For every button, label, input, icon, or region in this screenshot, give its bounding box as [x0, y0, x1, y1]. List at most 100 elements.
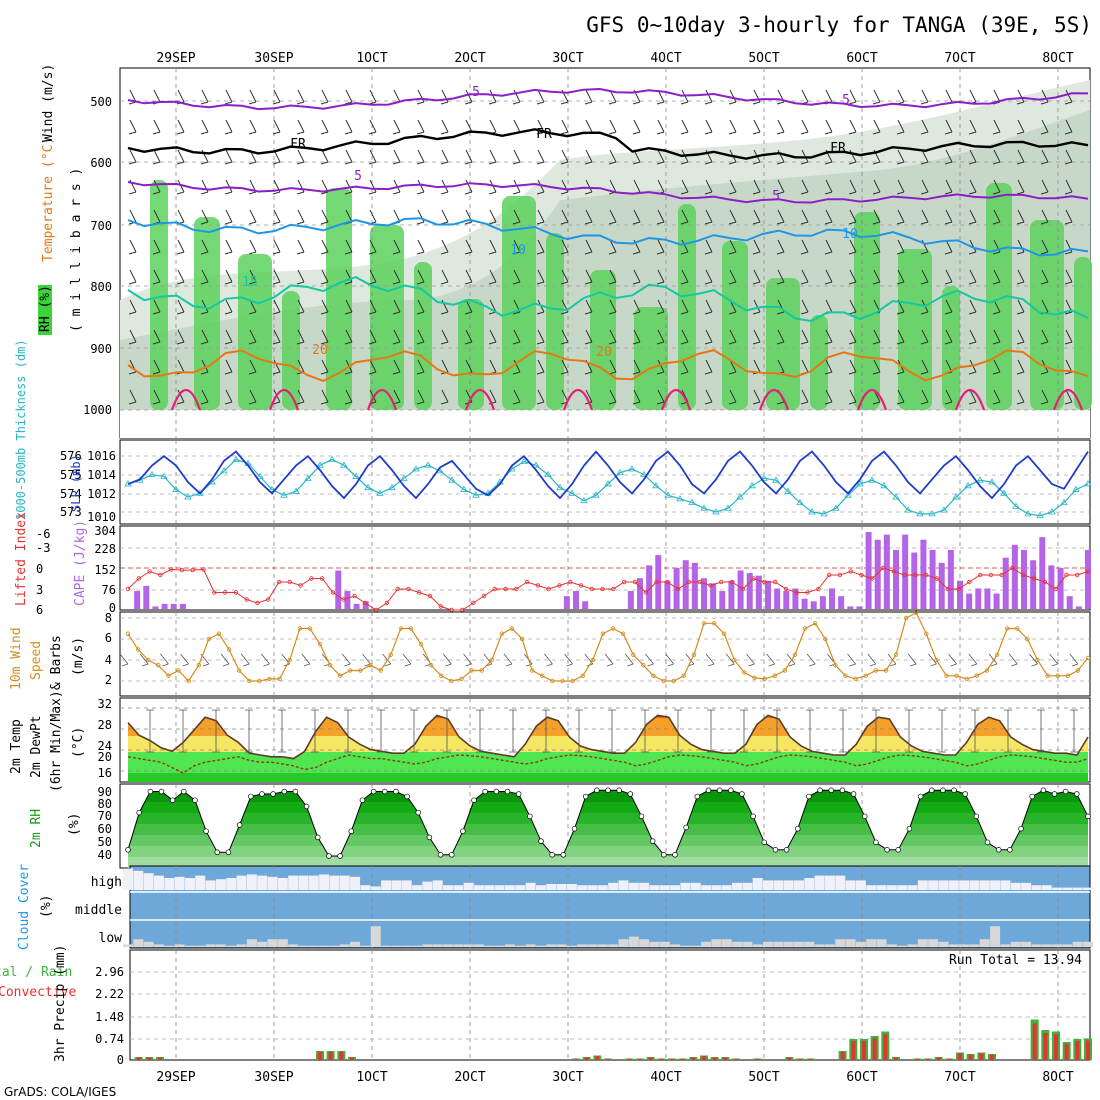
- li-marker: [481, 593, 487, 599]
- rh-marker: [761, 839, 768, 846]
- rh-marker: [828, 787, 835, 794]
- cloud-low-bar: [855, 941, 866, 947]
- bottom-date-label: 3OCT: [552, 1070, 583, 1085]
- cape-bar: [746, 573, 753, 609]
- cloud-low-bar: [969, 944, 980, 947]
- cape-bar: [984, 588, 991, 609]
- wind-barb: [728, 209, 737, 225]
- isotherm-labels: 5 5 5 5 FR FR FR 10 10 15 20 20: [242, 85, 858, 360]
- precip-convective-bar: [723, 1057, 728, 1060]
- li-marker: [1042, 579, 1048, 585]
- cloud-high-bar: [773, 880, 784, 890]
- wind-barb: [968, 329, 977, 345]
- li-marker: [341, 597, 346, 602]
- rh-panel: 90 80 70 60 50 40 2m RH (%): [29, 783, 1091, 869]
- rh-marker: [181, 788, 187, 795]
- precip-convective-bar: [638, 1058, 642, 1060]
- thickness-marker: [820, 510, 828, 517]
- top-date-label: 7OCT: [944, 51, 975, 66]
- wind-barb: [776, 119, 785, 135]
- wind-barb: [944, 299, 953, 315]
- precip-convective-bar: [808, 1058, 813, 1060]
- wind-barb: [416, 359, 425, 375]
- rh-marker: [381, 788, 388, 795]
- rh-tick: 90: [98, 785, 112, 799]
- wind-barb: [608, 239, 617, 255]
- cape-bar: [563, 596, 570, 609]
- wind-speed-marker: [772, 673, 777, 678]
- rh-marker: [214, 849, 221, 856]
- wind-barb: [824, 179, 833, 195]
- rh-shade-high: [238, 254, 272, 410]
- wind-barb: [728, 329, 737, 345]
- cloud-low-bar: [123, 944, 133, 947]
- cloud-low-bar: [432, 944, 443, 947]
- wind-barb: [824, 239, 833, 255]
- li-marker: [956, 586, 961, 592]
- slp-tick: 1010: [87, 510, 116, 524]
- isotherm-label: 15: [242, 275, 258, 290]
- surface-wind-barb: [968, 653, 978, 667]
- surface-wind-barb: [443, 653, 452, 667]
- wind-barb: [632, 119, 641, 135]
- wind-barb: [152, 299, 161, 315]
- precip-convective-bar: [1075, 1041, 1080, 1060]
- wind-barb: [512, 269, 521, 285]
- li-marker: [902, 572, 907, 578]
- surface-wind-barb: [1008, 653, 1018, 667]
- surface-wind-barb: [806, 653, 816, 667]
- temp-panel: 32 28 24 20 16 2m Temp 2m DewPt (6hr Min…: [9, 690, 1091, 792]
- cloud-low-bar: [783, 941, 794, 947]
- li-tick: -3: [36, 541, 50, 555]
- cloud-high-bar: [824, 875, 835, 890]
- wind-barb: [992, 179, 1001, 195]
- bottom-date-label: 6OCT: [846, 1070, 877, 1085]
- thickness-marker: [232, 455, 240, 463]
- cloud-low-bar: [277, 939, 288, 947]
- temp-band: [128, 773, 1088, 782]
- thickness-marker: [1036, 511, 1044, 519]
- wind-barb: [680, 269, 689, 285]
- thickness-marker: [520, 457, 528, 464]
- wind-speed-marker: [125, 631, 131, 636]
- wind-barb: [608, 329, 617, 345]
- wind-barb: [344, 269, 353, 285]
- cape-bar: [801, 598, 808, 609]
- wind-barb: [1040, 89, 1049, 105]
- wind-speed-marker: [833, 663, 838, 668]
- cape-bar: [573, 591, 579, 609]
- wind-barb: [704, 239, 713, 255]
- wind-speed-marker: [580, 673, 585, 678]
- wind-speed-marker: [530, 668, 535, 673]
- rh-marker: [728, 787, 734, 794]
- li-marker: [212, 590, 217, 595]
- cloud-low-bar: [628, 936, 639, 947]
- rh-marker: [225, 849, 232, 856]
- wind-speed-marker: [600, 631, 606, 636]
- li-marker: [772, 579, 778, 585]
- cape-bar: [710, 583, 717, 609]
- wind-panel: 8 6 4 2 10m Wind Speed & Barbs (m/s): [9, 610, 1091, 697]
- thickness-marker: [640, 470, 648, 477]
- wind-barb: [848, 89, 857, 105]
- thickness-marker: [400, 474, 408, 481]
- precip-convective-bar: [318, 1051, 322, 1060]
- precip-convective-bar: [1064, 1043, 1069, 1060]
- wind-barb: [704, 179, 713, 195]
- rh-marker: [158, 788, 165, 795]
- cloud-low-bar: [959, 944, 970, 947]
- ylabel-cloud-1: Cloud Cover: [17, 864, 32, 950]
- thickness-marker: [976, 476, 984, 483]
- cape-bar: [143, 585, 150, 609]
- rh-marker: [884, 847, 890, 853]
- li-marker: [266, 597, 271, 602]
- isotherm-5-lower: [127, 181, 1089, 204]
- cloud-low-bar: [1062, 944, 1073, 947]
- cape-bar: [1057, 567, 1064, 609]
- wind-barb: [872, 89, 881, 105]
- cloud-high-bar: [608, 882, 619, 890]
- precip-convective-bar: [659, 1058, 664, 1060]
- cloud-high-bar: [453, 885, 464, 890]
- li-marker: [568, 579, 573, 585]
